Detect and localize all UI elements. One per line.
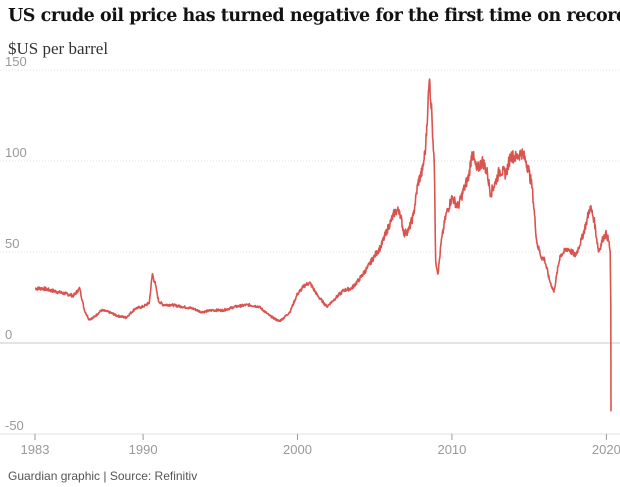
source-credit: Guardian graphic | Source: Refinitiv xyxy=(8,469,198,483)
series-layer xyxy=(34,78,612,412)
y-tick-label: -50 xyxy=(5,418,24,433)
y-tick-label: 0 xyxy=(5,327,12,342)
y-tick-label: 100 xyxy=(5,145,27,160)
x-axis xyxy=(0,433,620,440)
x-tick-label: 1990 xyxy=(129,442,158,457)
x-tick-label: 1983 xyxy=(21,442,50,457)
tick-labels: 150 100 50 0 -50 1983 1990 2000 2010 2020 xyxy=(5,54,620,457)
gridlines xyxy=(0,69,620,435)
chart-title: US crude oil price has turned negative f… xyxy=(8,6,620,26)
x-tick-label: 2000 xyxy=(283,442,312,457)
y-tick-label: 50 xyxy=(5,236,19,251)
y-axis-label: $US per barrel xyxy=(8,39,109,58)
oil-price-line xyxy=(34,78,612,412)
y-tick-label: 150 xyxy=(5,54,27,69)
x-tick-label: 2010 xyxy=(437,442,466,457)
x-tick-label: 2020 xyxy=(592,442,620,457)
